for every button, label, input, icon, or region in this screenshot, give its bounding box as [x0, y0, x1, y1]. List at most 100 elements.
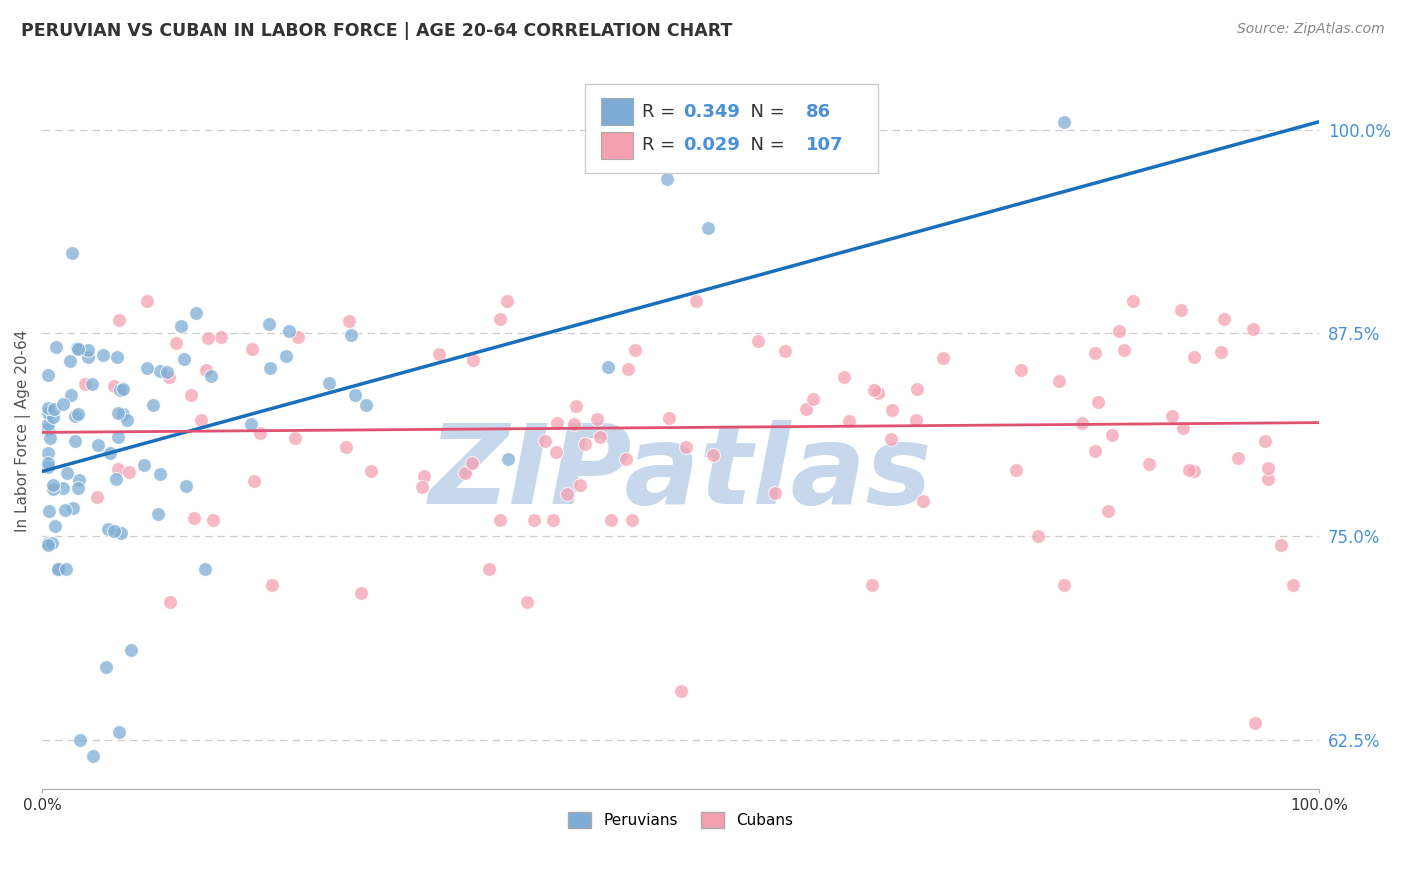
- Peruvians: [52, 397, 75, 411]
- Cubans: [411, 479, 433, 493]
- Cubans: [675, 440, 697, 454]
- Cubans: [190, 413, 212, 427]
- Peruvians: [76, 343, 98, 358]
- Cubans: [1087, 395, 1109, 409]
- Cubans: [1122, 293, 1144, 308]
- Cubans: [461, 456, 484, 470]
- Cubans: [284, 431, 307, 445]
- Text: PERUVIAN VS CUBAN IN LABOR FORCE | AGE 20-64 CORRELATION CHART: PERUVIAN VS CUBAN IN LABOR FORCE | AGE 2…: [21, 22, 733, 40]
- Text: 107: 107: [806, 136, 844, 154]
- Peruvians: [173, 352, 195, 367]
- Cubans: [1170, 302, 1192, 317]
- Cubans: [669, 684, 692, 698]
- Cubans: [195, 363, 218, 377]
- Cubans: [1270, 538, 1292, 552]
- Peruvians: [121, 643, 143, 657]
- Cubans: [118, 465, 141, 479]
- Peruvians: [110, 525, 132, 540]
- Cubans: [1137, 457, 1160, 471]
- Cubans: [516, 594, 538, 608]
- Peruvians: [42, 401, 65, 416]
- Peruvians: [42, 482, 65, 496]
- Peruvians: [56, 466, 79, 480]
- Cubans: [685, 293, 707, 308]
- Text: R =: R =: [643, 136, 682, 154]
- Cubans: [1108, 324, 1130, 338]
- Peruvians: [496, 452, 519, 467]
- Cubans: [860, 578, 883, 592]
- Cubans: [180, 387, 202, 401]
- Cubans: [183, 510, 205, 524]
- Peruvians: [69, 732, 91, 747]
- Peruvians: [117, 413, 139, 427]
- FancyBboxPatch shape: [585, 84, 879, 173]
- Peruvians: [39, 431, 62, 445]
- Peruvians: [278, 324, 301, 338]
- Peruvians: [46, 562, 69, 576]
- Peruvians: [87, 437, 110, 451]
- Text: N =: N =: [740, 136, 790, 154]
- Cubans: [360, 464, 382, 478]
- Cubans: [489, 311, 512, 326]
- Cubans: [243, 474, 266, 488]
- Cubans: [617, 362, 640, 376]
- Cubans: [1241, 322, 1264, 336]
- Cubans: [534, 434, 557, 448]
- Cubans: [586, 412, 609, 426]
- Peruvians: [354, 399, 377, 413]
- Peruvians: [66, 341, 89, 355]
- Cubans: [335, 440, 357, 454]
- Cubans: [1212, 311, 1234, 326]
- Cubans: [1182, 350, 1205, 364]
- Cubans: [1257, 461, 1279, 475]
- Bar: [602, 98, 633, 125]
- Cubans: [197, 331, 219, 345]
- Cubans: [773, 344, 796, 359]
- Peruvians: [42, 409, 65, 424]
- Peruvians: [655, 171, 678, 186]
- Cubans: [1161, 409, 1184, 424]
- Cubans: [478, 562, 501, 576]
- Cubans: [621, 513, 644, 527]
- Cubans: [1071, 416, 1094, 430]
- Cubans: [454, 467, 477, 481]
- Peruvians: [66, 481, 89, 495]
- Peruvians: [148, 507, 170, 521]
- Cubans: [209, 330, 232, 344]
- Peruvians: [66, 342, 89, 356]
- Peruvians: [82, 749, 104, 764]
- Cubans: [546, 417, 568, 431]
- Peruvians: [37, 401, 59, 416]
- Peruvians: [107, 724, 129, 739]
- Cubans: [863, 383, 886, 397]
- Cubans: [932, 351, 955, 365]
- Peruvians: [186, 305, 208, 319]
- Cubans: [541, 513, 564, 527]
- Peruvians: [41, 536, 63, 550]
- Cubans: [1114, 343, 1136, 357]
- Cubans: [1178, 463, 1201, 477]
- Cubans: [412, 468, 434, 483]
- Cubans: [240, 342, 263, 356]
- Peruvians: [93, 348, 115, 362]
- Cubans: [1047, 374, 1070, 388]
- Peruvians: [105, 351, 128, 365]
- Peruvians: [259, 361, 281, 376]
- Cubans: [905, 383, 928, 397]
- Peruvians: [38, 504, 60, 518]
- Cubans: [555, 487, 578, 501]
- Cubans: [350, 586, 373, 600]
- Cubans: [832, 370, 855, 384]
- Peruvians: [170, 318, 193, 333]
- Cubans: [159, 594, 181, 608]
- Cubans: [1209, 345, 1232, 359]
- Peruvians: [55, 562, 77, 576]
- Cubans: [1097, 504, 1119, 518]
- Peruvians: [94, 659, 117, 673]
- Cubans: [337, 314, 360, 328]
- Cubans: [157, 369, 180, 384]
- Cubans: [1182, 463, 1205, 477]
- Peruvians: [53, 503, 76, 517]
- Cubans: [1010, 362, 1032, 376]
- Peruvians: [37, 456, 59, 470]
